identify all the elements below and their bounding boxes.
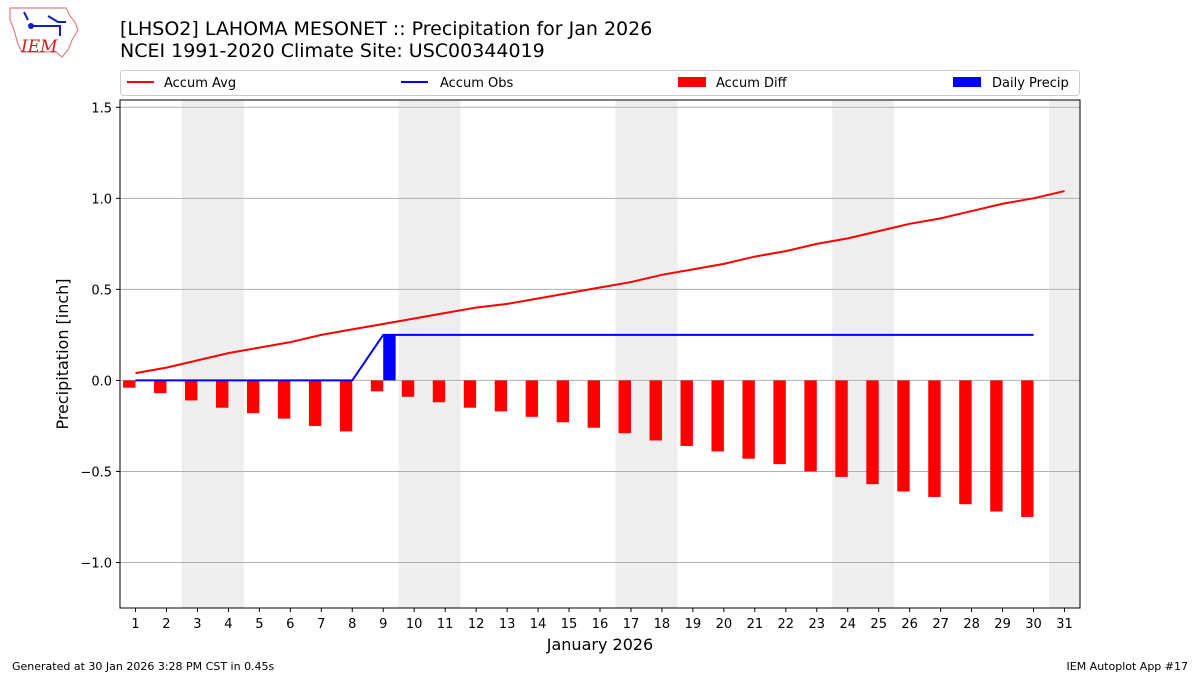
x-tick-label: 15 bbox=[561, 617, 578, 632]
chart-subtitle: NCEI 1991-2020 Climate Site: USC00344019 bbox=[120, 40, 545, 62]
x-tick-label: 1 bbox=[131, 617, 139, 632]
accum-diff-bar bbox=[308, 380, 322, 426]
x-tick-label: 19 bbox=[685, 617, 702, 632]
accum-diff-bar bbox=[494, 380, 508, 412]
x-tick-label: 9 bbox=[379, 617, 387, 632]
plot-frame bbox=[119, 99, 1081, 609]
x-tick-label: 24 bbox=[839, 617, 856, 632]
y-tick-label: 0.5 bbox=[91, 283, 112, 298]
accum-diff-bar bbox=[928, 380, 941, 497]
legend-item-daily-precip: Daily Precip bbox=[953, 76, 1069, 91]
legend-item-accum-diff: Accum Diff bbox=[678, 76, 788, 91]
x-tick-label: 21 bbox=[747, 617, 764, 632]
accum-diff-bar bbox=[959, 380, 972, 505]
footer-generated: Generated at 30 Jan 2026 3:28 PM CST in … bbox=[12, 660, 275, 673]
x-tick-label: 26 bbox=[901, 617, 918, 632]
accum-diff-bar bbox=[1021, 380, 1034, 517]
x-tick-label: 18 bbox=[654, 617, 671, 632]
x-tick-label: 2 bbox=[162, 617, 170, 632]
accum-diff-bar bbox=[401, 380, 415, 397]
accum-diff-bar bbox=[742, 380, 755, 459]
x-tick-label: 5 bbox=[255, 617, 263, 632]
accum-diff-bar bbox=[432, 380, 446, 403]
legend-label: Accum Avg bbox=[164, 76, 236, 91]
accum-diff-bar bbox=[804, 380, 817, 472]
accum-diff-bar bbox=[123, 380, 136, 388]
accum-diff-bar bbox=[990, 380, 1003, 512]
x-tick-label: 8 bbox=[348, 617, 356, 632]
x-tick-label: 23 bbox=[809, 617, 826, 632]
accum-diff-bar bbox=[866, 380, 879, 485]
accum-diff-bar bbox=[711, 380, 724, 452]
accum-diff-bar bbox=[154, 380, 167, 394]
y-tick-label: 0.0 bbox=[91, 374, 112, 389]
legend-label: Daily Precip bbox=[992, 76, 1069, 91]
x-axis-label: January 2026 bbox=[546, 635, 653, 654]
accum-diff-bar bbox=[897, 380, 910, 492]
legend-item-accum-avg: Accum Avg bbox=[127, 76, 236, 91]
logo-text: IEM bbox=[20, 37, 58, 57]
legend: Accum Avg Accum Obs Accum Diff Daily Pre… bbox=[120, 70, 1080, 96]
iem-logo: IEM bbox=[9, 7, 79, 58]
y-tick-label: −1.0 bbox=[80, 556, 112, 571]
accum-diff-bar bbox=[277, 380, 291, 419]
x-tick-label: 20 bbox=[716, 617, 733, 632]
plot-area: −1.0−0.50.00.51.01.51 2 3 4 5 6 7 8 9 10 11 12 13 14 1… bbox=[80, 99, 1081, 632]
weekend-shading bbox=[398, 100, 461, 608]
y-tick-label: 1.0 bbox=[91, 192, 112, 207]
x-tick-label: 6 bbox=[286, 617, 294, 632]
accum-diff-bar bbox=[587, 380, 600, 428]
accum-diff-bar bbox=[370, 380, 384, 392]
x-tick-label: 27 bbox=[932, 617, 949, 632]
accum-diff-bar bbox=[556, 380, 570, 423]
x-tick-label: 12 bbox=[468, 617, 485, 632]
daily-precip-bar bbox=[383, 334, 396, 381]
x-tick-label: 13 bbox=[499, 617, 516, 632]
accum-diff-bar bbox=[773, 380, 786, 465]
x-tick-label: 17 bbox=[623, 617, 640, 632]
x-tick-label: 25 bbox=[870, 617, 887, 632]
accum-obs-line bbox=[135, 333, 1034, 382]
x-tick-label: 4 bbox=[224, 617, 232, 632]
x-tick-label: 10 bbox=[406, 617, 423, 632]
accum-diff-bar bbox=[339, 380, 353, 432]
accum-diff-bar bbox=[246, 380, 260, 414]
x-tick-label: 16 bbox=[592, 617, 609, 632]
weekend-shading bbox=[615, 100, 678, 608]
y-tick-label: −0.5 bbox=[80, 465, 112, 480]
legend-item-accum-obs: Accum Obs bbox=[401, 76, 513, 91]
x-tick-label: 3 bbox=[193, 617, 201, 632]
chart-title: [LHSO2] LAHOMA MESONET :: Precipitation … bbox=[120, 18, 652, 40]
accum-diff-bar bbox=[680, 380, 693, 446]
x-tick-label: 29 bbox=[994, 617, 1011, 632]
weekend-shading bbox=[1049, 100, 1080, 608]
accum-diff-bar bbox=[835, 380, 848, 477]
accum-diff-bar bbox=[185, 380, 198, 401]
y-tick-label: 1.5 bbox=[91, 101, 112, 116]
legend-label: Accum Diff bbox=[716, 76, 788, 91]
x-tick-label: 31 bbox=[1056, 617, 1073, 632]
x-tick-label: 14 bbox=[530, 617, 547, 632]
accum-diff-bar bbox=[525, 380, 539, 417]
y-axis-label: Precipitation [inch] bbox=[53, 278, 72, 429]
weekend-shading bbox=[832, 100, 895, 608]
x-tick-label: 30 bbox=[1025, 617, 1042, 632]
accum-diff-bar bbox=[463, 380, 477, 408]
footer-app: IEM Autoplot App #17 bbox=[1067, 660, 1189, 673]
x-tick-label: 22 bbox=[778, 617, 795, 632]
accum-diff-bar bbox=[216, 380, 229, 408]
weekend-shading bbox=[181, 100, 244, 608]
x-tick-label: 7 bbox=[317, 617, 325, 632]
legend-label: Accum Obs bbox=[440, 76, 513, 91]
accum-diff-bar bbox=[649, 380, 662, 441]
x-tick-label: 28 bbox=[963, 617, 980, 632]
accum-diff-bar bbox=[618, 380, 631, 434]
x-tick-label: 11 bbox=[437, 617, 454, 632]
accum-avg-line bbox=[135, 190, 1065, 375]
